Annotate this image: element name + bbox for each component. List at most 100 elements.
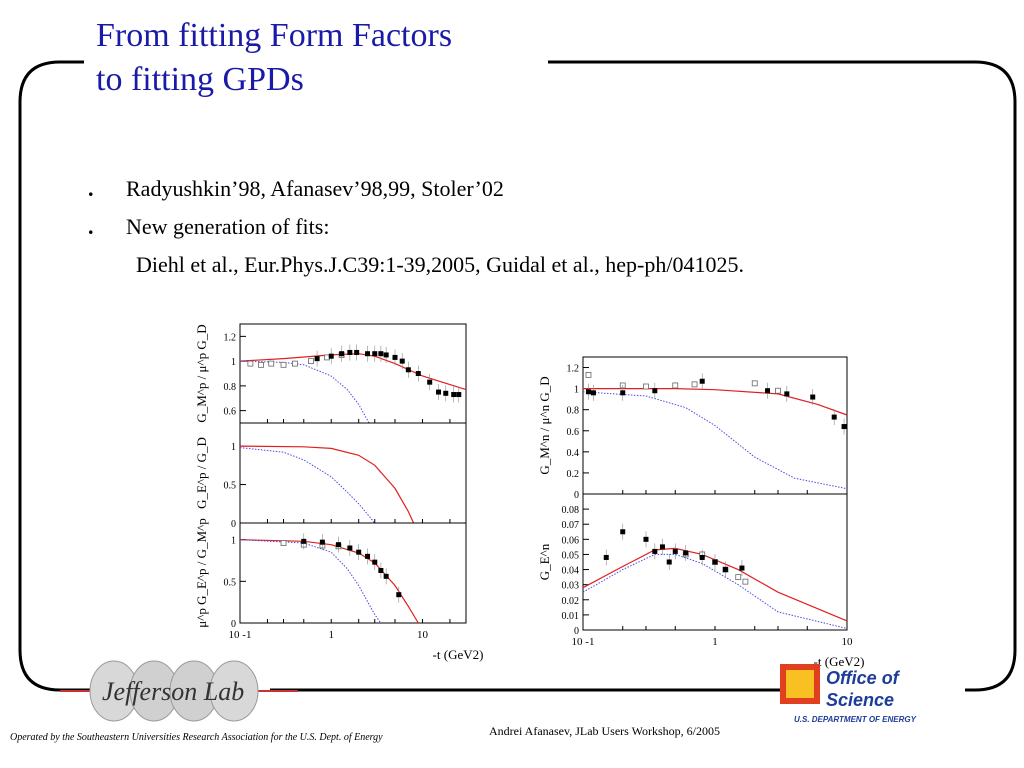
proton-gm-data-point — [339, 351, 345, 357]
neutron-gm-ytick-label: 0.6 — [567, 427, 580, 438]
neutron-ge-data-point — [672, 548, 678, 554]
bullet-item-1: . Radyushkin’98, Afanasev’98,99, Stoler’… — [88, 170, 744, 208]
proton-gm-open-point — [258, 361, 264, 368]
office-of-science-logo: Office of Science U.S. DEPARTMENT OF ENE… — [780, 664, 917, 724]
footer-operated-by: Operated by the Southeastern Universitie… — [10, 732, 383, 743]
proton-gm-data-point — [354, 349, 360, 355]
neutron-gm-open-point — [643, 383, 649, 390]
neutron-ge-xtick-label: 10 -1 — [572, 636, 595, 648]
neutron-gm-data-point — [699, 378, 705, 384]
proton-ge-frame — [239, 422, 467, 524]
proton-gm-data-point — [365, 351, 371, 357]
proton-ratio-ytick-label: 1 — [231, 536, 236, 547]
bullet-list: . Radyushkin’98, Afanasev’98,99, Stoler’… — [88, 170, 744, 284]
proton-gm-data-point — [456, 392, 462, 398]
slide-title: From fitting Form Factors to fitting GPD… — [96, 14, 452, 102]
neutron-gm-data-point — [841, 424, 847, 430]
neutron-gm-open-point — [585, 372, 592, 378]
proton-ratio-data-point — [347, 545, 353, 551]
proton-ge-ytick-label: 1 — [231, 442, 236, 453]
proton-gm-data-point — [443, 390, 449, 396]
proton-ratio-data-point — [396, 592, 402, 598]
neutron-gm-ylabel: G_M^n / μ^n G_D — [537, 376, 552, 474]
proton-ratio-xtick-label: 1 — [328, 629, 334, 641]
proton-gm-frame — [239, 323, 467, 424]
neutron-gm-ytick-label: 0 — [574, 490, 579, 501]
neutron-gm-ytick-label: 0.2 — [567, 469, 580, 480]
proton-ratio-data-point — [372, 559, 378, 565]
proton-gm-open-point — [292, 360, 298, 367]
proton-ratio-ylabel: μ^p G_E^p / G_M^p — [194, 518, 209, 627]
proton-ge-ytick-label: 0 — [231, 519, 236, 530]
neutron-ge-ytick-label: 0 — [574, 626, 579, 637]
proton-ratio-data-point — [378, 568, 384, 573]
neutron-gm-data-point — [590, 390, 596, 396]
neutron-gm-ytick-label: 0.4 — [567, 448, 580, 459]
proton-gm-ylabel: G_M^p / μ^p G_D — [194, 324, 209, 422]
proton-ratio-fit-red — [239, 539, 419, 624]
neutron-ge-data-point — [652, 548, 658, 554]
neutron-ge-ytick-label: 0.03 — [562, 581, 580, 592]
proton-ratio-data-point — [365, 553, 371, 559]
proton-ratio-data-point — [301, 538, 307, 544]
neutron-gm-data-point — [765, 388, 771, 394]
neutron-ge-data-point — [643, 536, 649, 542]
proton-gm-open-point — [268, 360, 275, 367]
ofs-line1: Office of — [826, 668, 901, 688]
slide-title-line1: From fitting Form Factors — [96, 17, 453, 54]
proton-gm-data-point — [451, 392, 457, 398]
neutron-ge-ytick-label: 0.08 — [562, 505, 580, 516]
proton-gm-data-point — [383, 352, 389, 358]
proton-ge-fit-red — [239, 445, 415, 524]
proton-ratio-xtick-label: 10 — [417, 629, 429, 641]
jefferson-lab-logo: Jefferson Lab — [60, 660, 298, 722]
neutron-ge-fit-red — [582, 547, 848, 622]
neutron-gm-ytick-label: 1 — [574, 385, 579, 396]
neutron-gm-ytick-label: 0.8 — [567, 406, 580, 417]
neutron-ge-data-point — [666, 559, 672, 565]
proton-gm-data-point — [347, 349, 353, 355]
proton-gm-open-point — [308, 358, 314, 365]
proton-ratio-ytick-label: 0.5 — [224, 577, 237, 588]
neutron-ge-xlabel: -t (GeV2) — [814, 654, 865, 669]
neutron-ge-ytick-label: 0.01 — [562, 611, 580, 622]
neutron-gm-data-point — [620, 390, 626, 396]
sub-bullet: Diehl et al., Eur.Phys.J.C39:1-39,2005, … — [136, 252, 744, 277]
neutron-gm-ytick-label: 1.2 — [567, 364, 580, 375]
neutron-ge-open-point — [735, 574, 742, 581]
proton-gm-data-point — [328, 353, 334, 359]
proton-ge-ytick-label: 0.5 — [224, 481, 237, 492]
proton-gm-ytick-label: 1.2 — [224, 332, 237, 343]
bullet-text-1: Radyushkin’98, Afanasev’98,99, Stoler’02 — [126, 176, 504, 201]
proton-ratio-open-point — [280, 540, 287, 546]
neutron-gm-data-point — [831, 414, 837, 420]
neutron-ge-data-point — [712, 559, 718, 565]
proton-gm-data-point — [399, 358, 405, 364]
neutron-ge-ytick-label: 0.06 — [562, 535, 580, 546]
neutron-gm-data-point — [784, 391, 790, 397]
proton-ratio-data-point — [335, 542, 341, 548]
neutron-ge-data-point — [722, 567, 728, 573]
neutron-gm-open-point — [751, 380, 758, 387]
proton-gm-data-point — [392, 354, 398, 360]
neutron-ge-data-point — [699, 554, 705, 560]
slide-title-line2: to fitting GPDs — [96, 61, 304, 98]
neutron-gm-open-point — [691, 381, 698, 388]
neutron-ge-ylabel: G_E^n — [537, 543, 552, 580]
neutron-gm-open-point — [775, 387, 781, 394]
neutron-ge-xtick-label: 10 — [842, 636, 854, 648]
neutron-ge-open-point — [742, 578, 749, 585]
bullet-dot: . — [88, 176, 94, 201]
neutron-ge-data-point — [659, 544, 665, 550]
proton-gm-fit-blue — [239, 360, 370, 424]
proton-gm-data-point — [378, 351, 384, 357]
bullet-text-2: New generation of fits: — [126, 214, 330, 239]
neutron-gm-data-point — [585, 389, 591, 395]
proton-ge-fit-blue — [239, 447, 376, 524]
neutron-ge-ytick-label: 0.05 — [562, 550, 580, 561]
neutron-gm-open-point — [672, 382, 679, 389]
neutron-gm-fit-blue — [582, 391, 848, 490]
proton-ratio-data-point — [319, 539, 325, 545]
neutron-ge-ytick-label: 0.02 — [562, 596, 580, 607]
